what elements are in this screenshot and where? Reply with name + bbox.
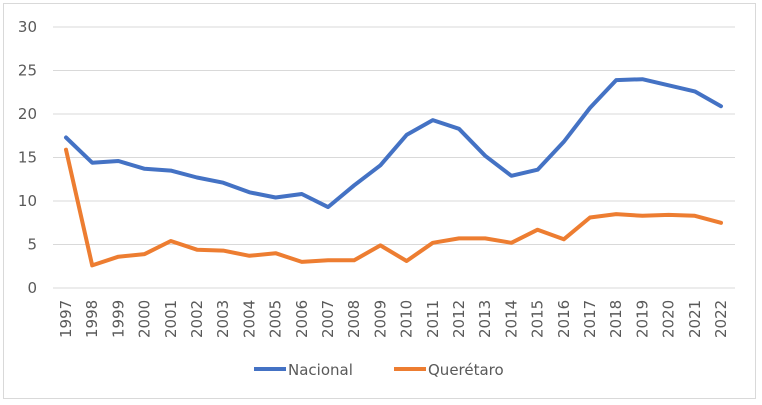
legend-item: Querétaro	[394, 361, 504, 379]
y-tick-label: 10	[18, 192, 37, 210]
y-tick-label: 20	[18, 105, 37, 123]
y-tick-label: 30	[18, 18, 37, 36]
x-tick-label: 2017	[581, 300, 599, 338]
x-tick-label: 2009	[371, 300, 389, 338]
x-tick-label: 2016	[555, 300, 573, 338]
x-tick-label: 2012	[450, 300, 468, 338]
x-tick-label: 2004	[240, 300, 258, 338]
legend: Nacional Querétaro	[254, 361, 504, 379]
x-tick-label: 2000	[136, 300, 154, 338]
x-tick-label: 2003	[214, 300, 232, 338]
y-tick-label: 0	[27, 279, 37, 297]
x-tick-label: 2005	[267, 300, 285, 338]
x-tick-label: 2021	[686, 300, 704, 338]
x-tick-label: 1997	[57, 300, 75, 338]
series-lines	[64, 77, 723, 268]
x-tick-label: 2011	[424, 300, 442, 338]
x-tick-label: 2001	[162, 300, 180, 338]
x-tick-label: 2013	[476, 300, 494, 338]
x-tick-label: 2018	[607, 300, 625, 338]
y-tick-label: 5	[27, 236, 37, 254]
x-tick-label: 2014	[502, 300, 520, 338]
series-line-querétaro	[64, 147, 723, 268]
x-axis-ticks: 1997 1998 1999 2000 2001 2002 2003 2004 2005 2006…	[57, 300, 730, 338]
x-tick-label: 1998	[83, 300, 101, 338]
x-tick-label: 2022	[712, 300, 730, 338]
x-tick-label: 2007	[319, 300, 337, 338]
x-tick-label: 2020	[660, 300, 678, 338]
x-tick-label: 2002	[188, 300, 206, 338]
x-tick-label: 1999	[109, 300, 127, 338]
y-tick-label: 25	[18, 62, 37, 80]
x-tick-label: 2008	[345, 300, 363, 338]
y-tick-label: 15	[18, 149, 37, 167]
x-tick-label: 2019	[633, 300, 651, 338]
legend-label: Nacional	[288, 361, 353, 379]
y-axis-ticks: 0 5 10 15 20 25 30	[18, 18, 37, 297]
x-tick-label: 2010	[398, 300, 416, 338]
legend-item: Nacional	[254, 361, 353, 379]
legend-label: Querétaro	[428, 361, 504, 379]
series-line-nacional	[64, 77, 723, 210]
x-tick-label: 2006	[293, 300, 311, 338]
x-tick-label: 2015	[529, 300, 547, 338]
